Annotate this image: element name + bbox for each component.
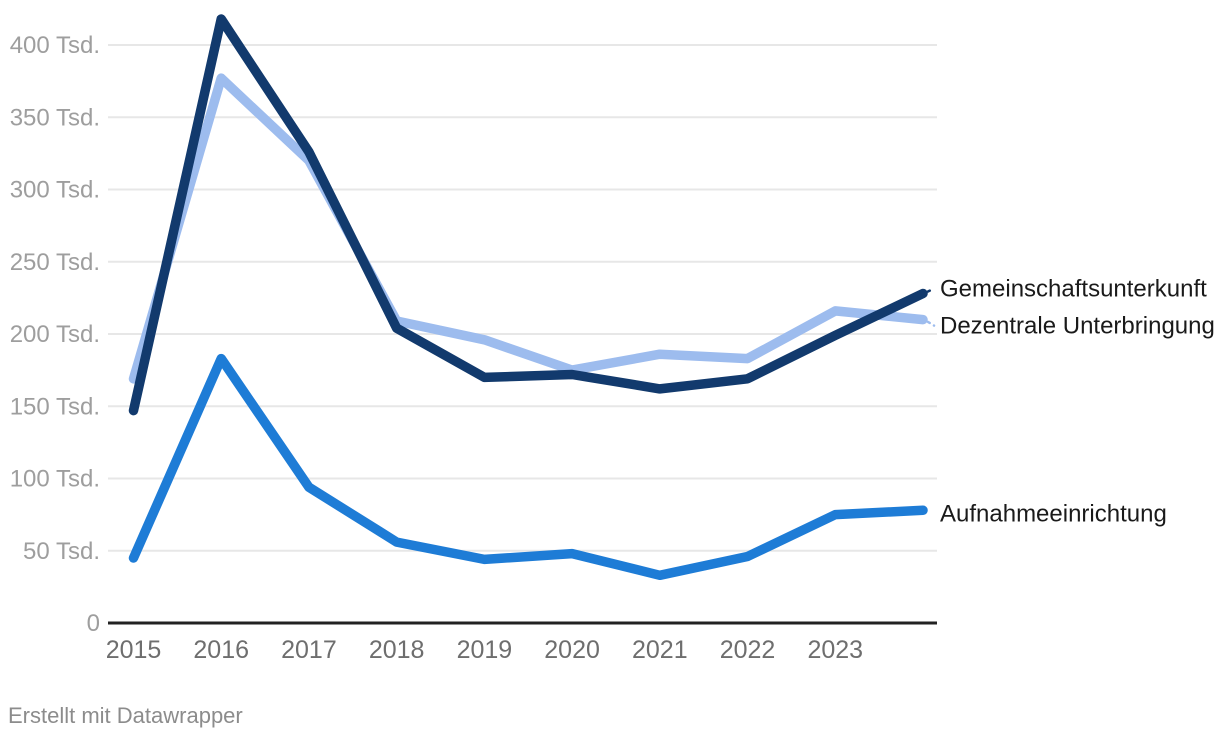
line-dezentrale unterbringung — [128, 73, 928, 384]
x-tick-label: 2023 — [807, 636, 863, 664]
x-tick-label: 2017 — [281, 636, 337, 664]
x-tick-label: 2016 — [193, 636, 249, 664]
x-tick-label: 2018 — [369, 636, 425, 664]
y-tick-label: 200 Tsd. — [10, 321, 100, 348]
y-tick-label: 100 Tsd. — [10, 466, 100, 493]
x-tick-label: 2020 — [544, 636, 600, 664]
y-tick-label: 300 Tsd. — [10, 177, 100, 204]
x-tick-label: 2022 — [720, 636, 776, 664]
label-connector-0 — [926, 287, 936, 293]
y-tick-label: 0 — [87, 610, 100, 637]
y-tick-label: 400 Tsd. — [10, 32, 100, 59]
x-tick-label: 2021 — [632, 636, 688, 664]
series-label-2: Aufnahmeeinrichtung — [940, 500, 1167, 527]
y-tick-label: 150 Tsd. — [10, 393, 100, 420]
line-aufnahmeeinrichtung — [128, 353, 928, 581]
x-tick-label: 2019 — [457, 636, 513, 664]
x-tick-label: 2015 — [106, 636, 162, 664]
datawrapper-attribution-link[interactable]: Erstellt mit Datawrapper — [8, 703, 243, 728]
series-label-0: Gemeinschaftsunterkunft — [940, 276, 1207, 303]
line-gemeinschaftsunterkunft — [128, 14, 928, 416]
y-tick-label: 350 Tsd. — [10, 104, 100, 131]
series-label-1: Dezentrale Unterbringung — [940, 313, 1215, 340]
y-tick-label: 50 Tsd. — [23, 538, 100, 565]
y-tick-label: 250 Tsd. — [10, 249, 100, 276]
label-connector-1 — [926, 320, 936, 327]
